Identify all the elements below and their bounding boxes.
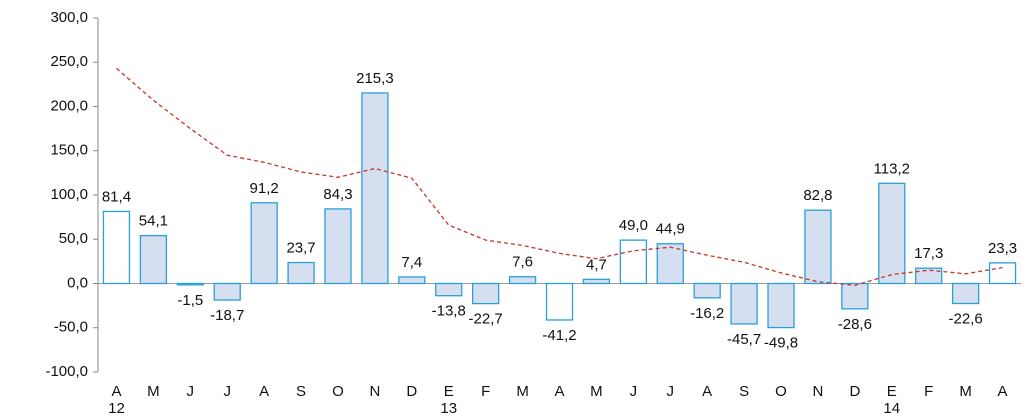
x-tick-label: S: [296, 383, 306, 400]
y-tick-label: 200,0: [50, 97, 88, 114]
x-tick-label: O: [775, 383, 787, 400]
bar: [693, 282, 721, 299]
bar: [213, 282, 241, 301]
bar: [545, 282, 574, 321]
x-tick-label: O: [332, 383, 344, 400]
x-tick-label: F: [481, 383, 490, 400]
value-label: 7,6: [512, 254, 533, 271]
value-label: 215,3: [356, 70, 394, 87]
x-tick-label: N: [369, 383, 380, 400]
x-tick-label: E: [444, 383, 454, 400]
bar: [582, 278, 611, 285]
x-tick-label: J: [630, 383, 638, 400]
bar: [287, 261, 315, 285]
y-tick-label: 50,0: [59, 230, 88, 247]
x-tick-label: S: [739, 383, 749, 400]
bar: [139, 234, 168, 285]
bar: [435, 282, 463, 297]
x-tick-label: N: [813, 383, 824, 400]
bar: [841, 282, 869, 310]
bar: [878, 182, 906, 285]
value-label: -28,6: [838, 316, 872, 333]
value-label: 82,8: [803, 187, 832, 204]
value-label: 17,3: [914, 245, 943, 262]
bar: [361, 92, 389, 285]
bar: [250, 202, 278, 285]
y-tick-label: -100,0: [45, 363, 88, 380]
x-tick-label: A: [259, 383, 269, 400]
x-year-label: 12: [108, 400, 125, 417]
y-tick-label: 300,0: [50, 9, 88, 26]
bar: [804, 209, 832, 285]
bar: [951, 282, 980, 305]
x-tick-label: E: [887, 383, 897, 400]
value-label: 84,3: [323, 186, 352, 203]
value-label: -16,2: [690, 305, 724, 322]
x-tick-label: A: [702, 383, 712, 400]
y-tick-label: 100,0: [50, 186, 88, 203]
bar: [176, 282, 204, 286]
bar: [619, 239, 647, 285]
value-label: 49,0: [619, 217, 648, 234]
x-tick-label: D: [406, 383, 417, 400]
value-label: 91,2: [250, 180, 279, 197]
bar: [988, 262, 1017, 285]
x-tick-label: J: [223, 383, 231, 400]
bar: [398, 276, 426, 285]
value-label: 54,1: [139, 213, 168, 230]
x-tick-label: M: [590, 383, 603, 400]
x-tick-label: A: [554, 383, 564, 400]
value-label: -1,5: [177, 292, 203, 309]
value-label: -22,6: [949, 310, 983, 327]
value-label: -41,2: [542, 327, 576, 344]
x-tick-label: A: [111, 383, 121, 400]
x-tick-label: M: [516, 383, 529, 400]
value-label: 113,2: [874, 160, 910, 177]
value-label: -13,8: [432, 303, 466, 320]
bar: [102, 210, 131, 285]
value-label: 4,7: [586, 256, 607, 273]
x-tick-label: F: [924, 383, 933, 400]
value-label: 23,3: [988, 240, 1017, 257]
x-tick-label: M: [147, 383, 160, 400]
x-tick-label: D: [849, 383, 860, 400]
bar: [730, 282, 758, 325]
y-tick-label: 250,0: [50, 53, 88, 70]
trend-line: [116, 67, 1003, 286]
bar: [915, 267, 943, 285]
y-tick-label: -50,0: [54, 319, 88, 336]
y-tick-label: 150,0: [50, 142, 88, 159]
value-label: 23,7: [286, 239, 315, 256]
value-label: -49,8: [764, 335, 798, 352]
x-tick-label: J: [187, 383, 195, 400]
value-label: 81,4: [102, 188, 131, 205]
value-label: 7,4: [401, 254, 422, 271]
bar: [656, 243, 684, 285]
bar: [508, 276, 537, 285]
value-label: -22,7: [469, 311, 503, 328]
value-label: 44,9: [656, 221, 685, 238]
x-tick-label: A: [998, 383, 1008, 400]
x-year-label: 14: [883, 400, 900, 417]
value-label: -18,7: [210, 307, 244, 324]
bar: [767, 282, 795, 329]
x-tick-label: M: [959, 383, 972, 400]
x-tick-label: J: [667, 383, 675, 400]
bar: [324, 208, 352, 285]
y-tick-label: 0,0: [67, 274, 88, 291]
bar: [472, 282, 500, 305]
value-label: -45,7: [727, 331, 761, 348]
x-year-label: 13: [440, 400, 457, 417]
